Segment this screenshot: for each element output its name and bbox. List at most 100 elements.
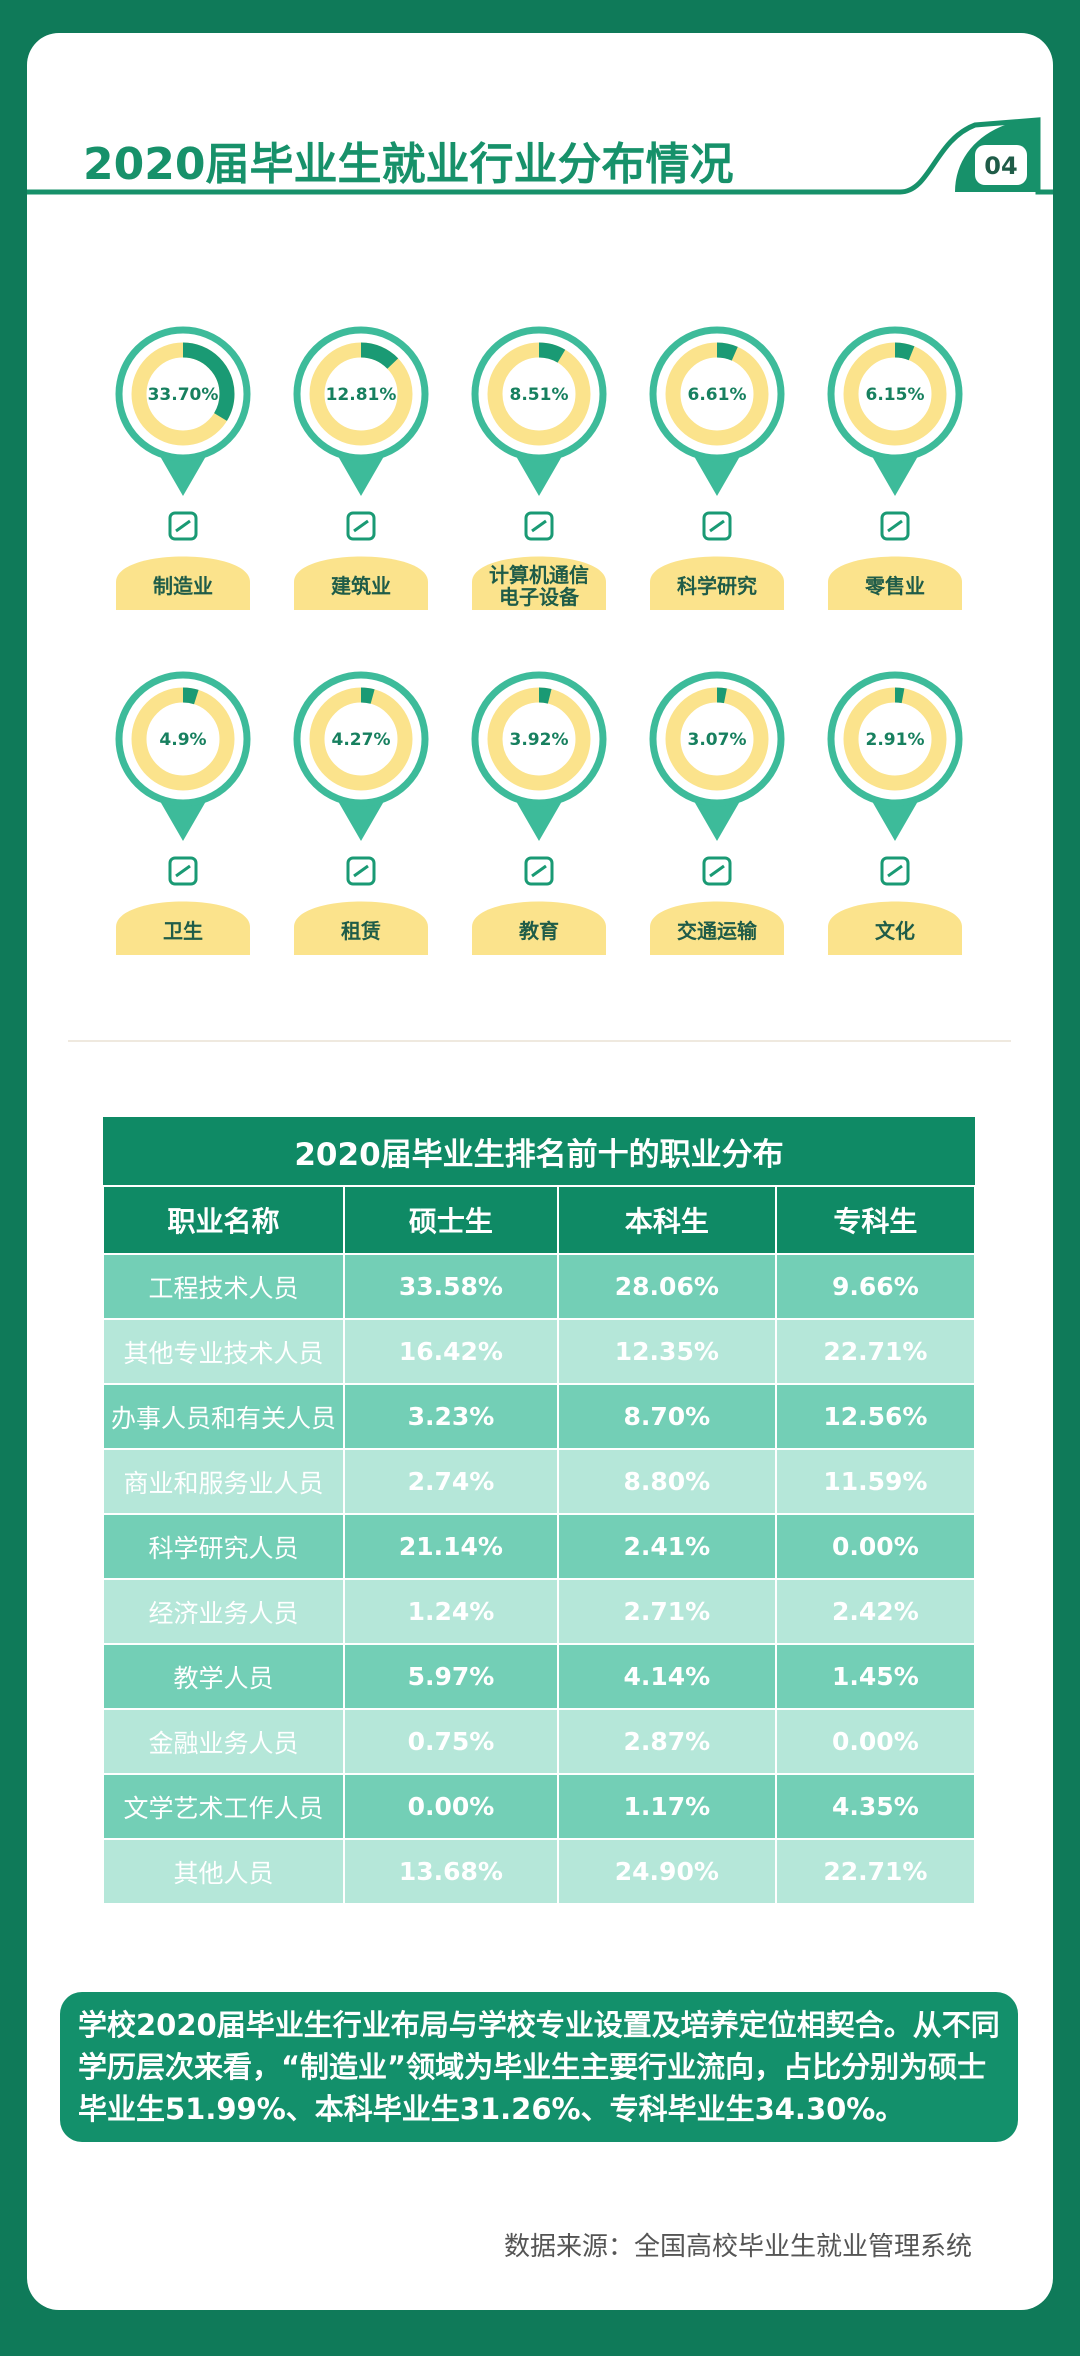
- header-rule: [27, 117, 1053, 195]
- industry-name: 交通运输: [677, 919, 757, 943]
- industry-icon: [346, 856, 376, 886]
- industry-icon-detail: [531, 519, 547, 533]
- donut-value: 3.07%: [688, 730, 747, 750]
- column-header: 专科生: [774, 1185, 977, 1255]
- industry-icon-detail: [531, 864, 547, 878]
- table-cell: 21.14%: [342, 1513, 559, 1580]
- industry-icon: [880, 856, 910, 886]
- industry-icon-detail: [175, 864, 191, 878]
- table-cell: 2.41%: [556, 1513, 777, 1580]
- page-title: 2020届毕业生就业行业分布情况: [83, 139, 734, 190]
- table-cell: 0.00%: [774, 1708, 977, 1775]
- donut-arc: [487, 687, 591, 791]
- industry-icon-detail: [709, 519, 725, 533]
- table-cell: 4.14%: [556, 1643, 777, 1710]
- table-cell: 2.87%: [556, 1708, 777, 1775]
- page-number: 04: [984, 152, 1017, 180]
- table-row: 科学研究人员 21.14% 2.41% 0.00%: [102, 1513, 977, 1580]
- industry-icon: [524, 856, 554, 886]
- table-cell: 1.24%: [342, 1578, 559, 1645]
- table-cell: 5.97%: [342, 1643, 559, 1710]
- table-cell: 12.56%: [774, 1383, 977, 1450]
- industry-name: 建筑业: [331, 574, 391, 598]
- table-cell: 2.74%: [342, 1448, 559, 1515]
- industry-icon-detail: [709, 864, 725, 878]
- table-row: 工程技术人员 33.58% 28.06% 9.66%: [102, 1253, 977, 1320]
- donut-arc: [487, 342, 591, 446]
- table-row: 其他专业技术人员 16.42% 12.35% 22.71%: [102, 1318, 977, 1385]
- table-cell: 4.35%: [774, 1773, 977, 1840]
- donut-value: 6.15%: [866, 385, 925, 405]
- donut-arc: [131, 342, 235, 446]
- occupation-name: 金融业务人员: [102, 1708, 345, 1775]
- label-pill: [472, 901, 606, 955]
- donut-arc: [843, 687, 947, 791]
- donut-arc: [131, 687, 235, 791]
- table: 2020届毕业生排名前十的职业分布 职业名称 硕士生 本科生 专科生 工程技术人员 33.5…: [102, 1117, 977, 1905]
- table-cell: 22.71%: [774, 1838, 977, 1905]
- industry-icon: [524, 511, 554, 541]
- label-pill: [116, 556, 250, 610]
- occupation-name: 办事人员和有关人员: [102, 1383, 345, 1450]
- table-cell: 0.75%: [342, 1708, 559, 1775]
- donut-arc: [309, 342, 413, 446]
- label-pill: [116, 901, 250, 955]
- column-header: 本科生: [556, 1185, 777, 1255]
- industry-icon-detail: [175, 519, 191, 533]
- donut-value: 2.91%: [866, 730, 925, 750]
- industry-icon: [702, 511, 732, 541]
- table-cell: 28.06%: [556, 1253, 777, 1320]
- donut-value: 4.9%: [159, 730, 206, 750]
- table-cell: 12.35%: [556, 1318, 777, 1385]
- label-pill: [650, 901, 784, 955]
- label-pill: [650, 556, 784, 610]
- donut-value: 8.51%: [510, 385, 569, 405]
- table-row: 办事人员和有关人员 3.23% 8.70% 12.56%: [102, 1383, 977, 1450]
- occupation-name: 科学研究人员: [102, 1513, 345, 1580]
- industry-name: 科学研究: [677, 574, 757, 598]
- table-row: 商业和服务业人员 2.74% 8.80% 11.59%: [102, 1448, 977, 1515]
- industry-name: 零售业: [865, 574, 925, 598]
- occupation-name: 其他人员: [102, 1838, 345, 1905]
- label-pill: [828, 556, 962, 610]
- industry-name: 卫生: [163, 919, 203, 943]
- label-pill: [294, 901, 428, 955]
- industry-name: 租赁: [341, 919, 381, 943]
- industry-name: 制造业: [153, 574, 213, 598]
- donut-arc: [665, 687, 769, 791]
- industry-name: 文化: [875, 919, 915, 943]
- note: 学校2020届毕业生行业布局与学校专业设置及培养定位相契合。从不同学历层次来看，…: [60, 1992, 1018, 2142]
- table-row: 其他人员 13.68% 24.90% 22.71%: [102, 1838, 977, 1905]
- table-cell: 3.23%: [342, 1383, 559, 1450]
- donut-value: 3.92%: [510, 730, 569, 750]
- donut-value: 4.27%: [332, 730, 391, 750]
- industry-name: 计算机通信电子设备: [489, 563, 589, 609]
- donut-value: 33.70%: [148, 385, 219, 405]
- occupation-name: 教学人员: [102, 1643, 345, 1710]
- table-cell: 0.00%: [342, 1773, 559, 1840]
- table-cell: 8.70%: [556, 1383, 777, 1450]
- occupation-name: 工程技术人员: [102, 1253, 345, 1320]
- table-title: 2020届毕业生排名前十的职业分布: [103, 1117, 975, 1187]
- donut-arc: [309, 687, 413, 791]
- industry-icon-detail: [353, 519, 369, 533]
- table-cell: 8.80%: [556, 1448, 777, 1515]
- industry-icon: [702, 856, 732, 886]
- donut-arc: [843, 342, 947, 446]
- industry-icon: [168, 856, 198, 886]
- industry-name: 教育: [519, 919, 559, 943]
- occupation-name: 经济业务人员: [102, 1578, 345, 1645]
- label-pill: [294, 556, 428, 610]
- table-cell: 22.71%: [774, 1318, 977, 1385]
- industry-icon: [880, 511, 910, 541]
- source: 数据来源：全国高校毕业生就业管理系统: [503, 2232, 972, 2262]
- donut-arc: [665, 342, 769, 446]
- label-pill: [472, 556, 606, 610]
- table-cell: 13.68%: [342, 1838, 559, 1905]
- table-row: 教学人员 5.97% 4.14% 1.45%: [102, 1643, 977, 1710]
- table-cell: 2.42%: [774, 1578, 977, 1645]
- table-cell: 1.45%: [774, 1643, 977, 1710]
- table-row: 金融业务人员 0.75% 2.87% 0.00%: [102, 1708, 977, 1775]
